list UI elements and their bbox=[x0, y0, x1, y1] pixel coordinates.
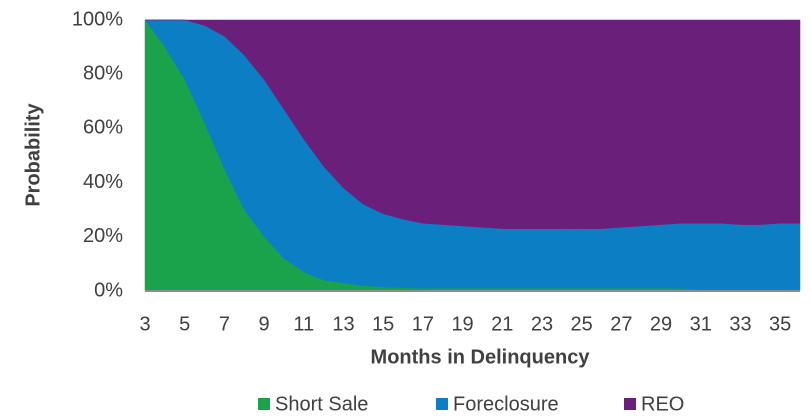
legend-swatch bbox=[258, 398, 270, 410]
x-tick-label: 9 bbox=[259, 313, 270, 335]
area bbox=[145, 19, 801, 229]
x-tick-label: 23 bbox=[531, 313, 553, 335]
legend-label: Foreclosure bbox=[453, 393, 559, 415]
legend-label: Short Sale bbox=[275, 393, 368, 415]
x-tick-label: 21 bbox=[491, 313, 513, 335]
x-tick-label: 3 bbox=[139, 313, 150, 335]
y-tick-label: 60% bbox=[83, 117, 123, 139]
x-tick-label: 31 bbox=[690, 313, 712, 335]
x-tick-label: 11 bbox=[293, 313, 314, 335]
x-axis-title: Months in Delinquency bbox=[371, 346, 591, 368]
y-tick-label: 40% bbox=[83, 171, 123, 193]
y-axis-title: Probability bbox=[22, 102, 44, 206]
x-tick-label: 13 bbox=[332, 313, 354, 335]
x-tick-label: 15 bbox=[372, 313, 394, 335]
x-tick-label: 29 bbox=[650, 313, 672, 335]
y-tick-label: 0% bbox=[94, 279, 123, 301]
y-tick-label: 20% bbox=[83, 225, 123, 247]
x-tick-label: 19 bbox=[451, 313, 473, 335]
x-tick-label: 35 bbox=[769, 313, 791, 335]
x-tick-label: 5 bbox=[179, 313, 190, 335]
legend-swatch bbox=[436, 398, 448, 410]
x-tick-label: 17 bbox=[412, 313, 434, 335]
legend-swatch bbox=[624, 398, 636, 410]
y-tick-label: 100% bbox=[72, 8, 123, 30]
x-tick-label: 27 bbox=[610, 313, 632, 335]
x-tick-label: 7 bbox=[219, 313, 230, 335]
legend-label: REO bbox=[641, 393, 684, 415]
x-tick-label: 25 bbox=[571, 313, 593, 335]
y-tick-label: 80% bbox=[83, 62, 123, 84]
x-tick-label: 33 bbox=[729, 313, 751, 335]
